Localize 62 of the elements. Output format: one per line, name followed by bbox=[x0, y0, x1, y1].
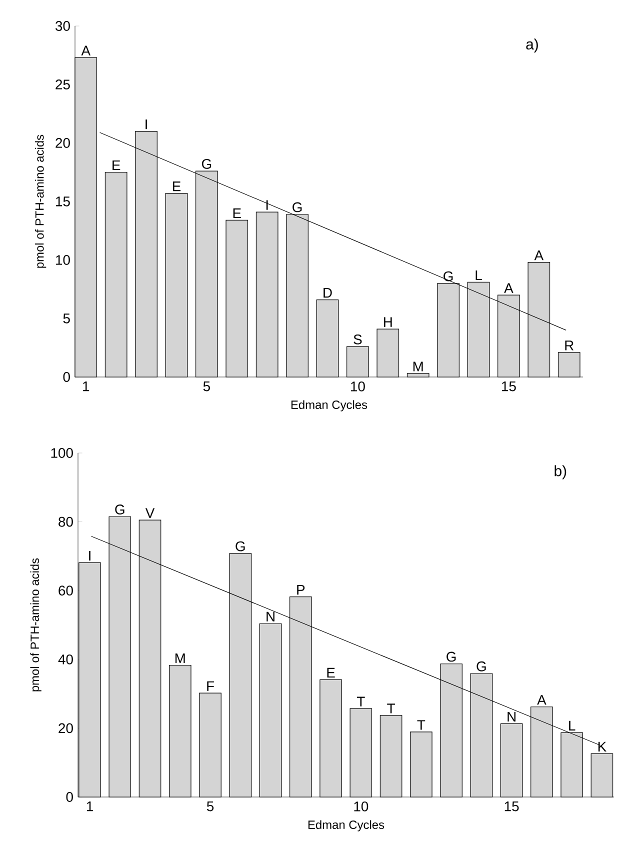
data-label: N bbox=[266, 612, 274, 622]
y-tick-label: 80 bbox=[58, 516, 73, 527]
data-label: V bbox=[145, 508, 155, 518]
y-tick-label: 10 bbox=[56, 255, 70, 265]
y-tick-label: 20 bbox=[56, 138, 70, 148]
y-tick-label: 30 bbox=[56, 21, 70, 31]
data-label: T bbox=[356, 696, 365, 706]
data-label: G bbox=[115, 504, 124, 514]
data-label: G bbox=[292, 202, 302, 212]
data-label: K bbox=[598, 742, 606, 752]
data-label: L bbox=[476, 270, 482, 280]
x-tick-label: 1 bbox=[83, 382, 90, 392]
y-tick-label: 40 bbox=[58, 654, 73, 664]
data-label: G bbox=[444, 271, 453, 282]
x-tick-label: 1 bbox=[86, 802, 93, 812]
y-tick-label: 60 bbox=[58, 586, 73, 596]
data-label: T bbox=[417, 720, 426, 730]
y-axis-title: pmol of PTH-amino acids bbox=[30, 558, 42, 692]
data-label: E bbox=[327, 668, 335, 678]
data-label: M bbox=[175, 653, 185, 664]
x-axis-title: Edman Cycles bbox=[308, 820, 384, 832]
data-label: I bbox=[266, 200, 268, 210]
y-tick-label: 5 bbox=[63, 314, 70, 324]
data-label: P bbox=[297, 585, 305, 595]
x-tick-label: 15 bbox=[502, 382, 516, 392]
data-label: T bbox=[387, 704, 395, 714]
data-label: E bbox=[112, 160, 120, 170]
x-tick-label: 5 bbox=[203, 382, 210, 392]
data-label: I bbox=[89, 550, 90, 561]
data-label: G bbox=[202, 158, 212, 169]
y-tick-label: 15 bbox=[56, 196, 70, 206]
data-label: A bbox=[504, 283, 514, 293]
data-label: L bbox=[569, 720, 576, 730]
data-label: S bbox=[354, 334, 362, 344]
data-label: R bbox=[565, 340, 574, 350]
x-tick-label: 5 bbox=[206, 802, 214, 812]
data-label: M bbox=[413, 362, 423, 372]
y-tick-label: 100 bbox=[51, 448, 73, 458]
data-label: G bbox=[446, 652, 456, 662]
data-label: N bbox=[508, 712, 516, 722]
x-tick-label: 10 bbox=[354, 802, 368, 812]
data-label: G bbox=[236, 541, 245, 552]
x-tick-label: 15 bbox=[504, 802, 519, 812]
x-axis-title: Edman Cycles bbox=[291, 400, 368, 412]
y-axis-title: pmol of PTH-amino acids bbox=[35, 134, 46, 268]
text: a) bbox=[526, 38, 538, 52]
data-label: E bbox=[172, 182, 181, 192]
data-label: A bbox=[534, 250, 544, 260]
y-tick-label: 0 bbox=[66, 792, 73, 802]
y-tick-label: 25 bbox=[56, 80, 70, 90]
data-label: A bbox=[537, 695, 546, 705]
data-label: I bbox=[146, 120, 147, 130]
y-tick-label: 0 bbox=[63, 372, 70, 382]
y-tick-label: 20 bbox=[58, 723, 73, 734]
data-label: F bbox=[207, 681, 214, 691]
data-label: E bbox=[233, 208, 241, 218]
x-tick-label: 10 bbox=[351, 382, 365, 392]
text: b) bbox=[554, 465, 566, 480]
data-label: A bbox=[81, 46, 90, 56]
data-label: G bbox=[476, 661, 486, 672]
data-label: H bbox=[384, 317, 392, 327]
data-label: D bbox=[324, 288, 332, 298]
